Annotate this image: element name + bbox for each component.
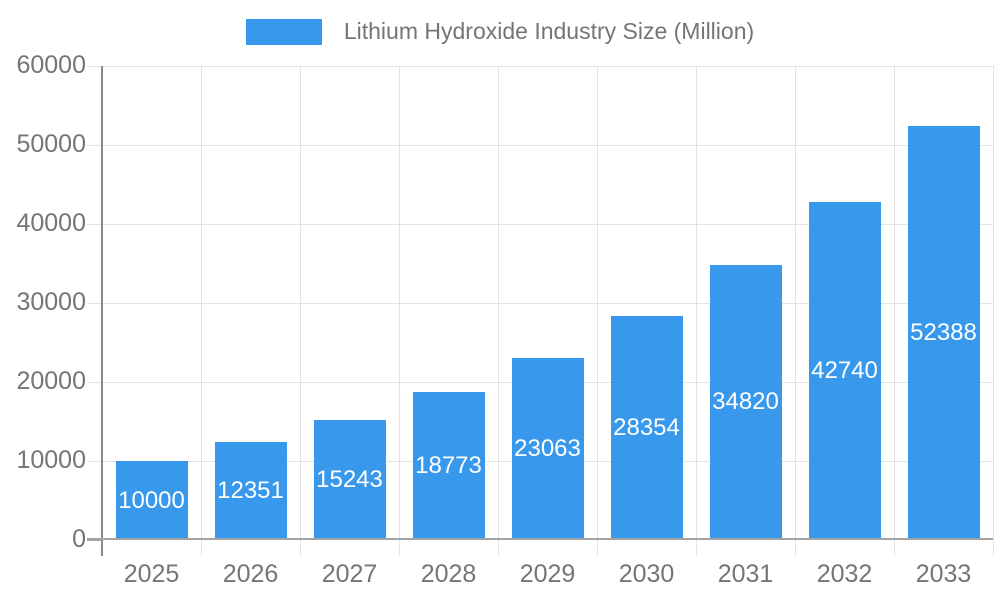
x-tick-label: 2031 — [717, 560, 774, 588]
y-tick-label: 30000 — [16, 287, 86, 316]
bar-2027: 15243 — [313, 419, 386, 540]
gridline-vertical — [893, 66, 895, 556]
x-tick-label: 2025 — [123, 560, 180, 588]
bar-value-label: 12351 — [217, 477, 284, 505]
bar-cell: 10000 — [102, 66, 201, 540]
bar-2025: 10000 — [115, 461, 188, 540]
y-axis-tick — [87, 302, 102, 304]
bar-2028: 18773 — [412, 391, 485, 540]
x-tick-label: 2033 — [915, 560, 972, 588]
gridline-vertical — [992, 66, 994, 556]
bar-cell: 23063 — [498, 66, 597, 540]
legend-label: Lithium Hydroxide Industry Size (Million… — [343, 18, 755, 44]
bar-value-label: 10000 — [118, 486, 185, 514]
x-tick-label: 2028 — [420, 560, 477, 588]
x-tick-label: 2032 — [816, 560, 873, 588]
y-axis-tick — [87, 460, 102, 462]
bar-cell: 28354 — [597, 66, 696, 540]
bar-value-label: 42740 — [811, 357, 878, 385]
plot-area: 10000 12351 15243 18773 23063 28354 34820 42740… — [16, 51, 994, 588]
x-tick-label: 2030 — [618, 560, 675, 588]
y-axis-tick — [87, 223, 102, 225]
gridline-horizontal — [102, 65, 993, 67]
y-tick-label: 40000 — [16, 208, 86, 237]
gridline-horizontal — [102, 302, 993, 304]
gridline-vertical — [794, 66, 796, 556]
bar-2033: 52388 — [907, 126, 980, 540]
bar-2026: 12351 — [214, 442, 287, 540]
x-tick-label: 2029 — [519, 560, 576, 588]
legend: Lithium Hydroxide Industry Size (Million… — [0, 18, 1000, 45]
bar-value-label: 28354 — [613, 414, 680, 441]
y-tick-label: 0 — [72, 524, 86, 553]
bar-value-label: 15243 — [316, 465, 383, 493]
bar-value-label: 18773 — [415, 451, 482, 479]
y-axis-tick — [87, 144, 102, 146]
bar-cell: 12351 — [201, 66, 300, 540]
bar-cell: 42740 — [795, 66, 894, 540]
bar-value-label: 52388 — [910, 319, 977, 347]
gridline-vertical — [299, 66, 301, 556]
gridline-vertical — [398, 66, 400, 556]
y-axis-tick — [87, 381, 102, 383]
gridline-horizontal — [102, 144, 993, 146]
bar-2031: 34820 — [709, 264, 782, 540]
x-tick-label: 2026 — [222, 560, 279, 588]
bars-layer: 10000 12351 15243 18773 23063 28354 34820 42740… — [102, 66, 993, 540]
y-tick-label: 20000 — [16, 366, 86, 395]
gridline-vertical — [497, 66, 499, 556]
gridline-vertical — [200, 66, 202, 556]
x-tick-label: 2027 — [321, 560, 378, 588]
bar-cell: 15243 — [300, 66, 399, 540]
bar-2032: 42740 — [808, 202, 881, 540]
bar-value-label: 34820 — [712, 388, 779, 416]
gridline-vertical — [695, 66, 697, 556]
bar-2030: 28354 — [610, 316, 683, 540]
gridline-vertical — [596, 66, 598, 556]
bar-cell: 18773 — [399, 66, 498, 540]
y-axis-tick — [87, 65, 102, 67]
bar-cell: 34820 — [696, 66, 795, 540]
gridline-horizontal — [102, 223, 993, 225]
bar-cell: 52388 — [894, 66, 993, 540]
bar-2029: 23063 — [511, 357, 584, 540]
legend-swatch — [245, 18, 322, 45]
bar-value-label: 23063 — [514, 434, 581, 462]
y-axis-tick — [87, 539, 102, 541]
y-tick-label: 60000 — [16, 50, 86, 79]
y-tick-label: 50000 — [16, 129, 86, 158]
y-tick-label: 10000 — [16, 445, 86, 474]
